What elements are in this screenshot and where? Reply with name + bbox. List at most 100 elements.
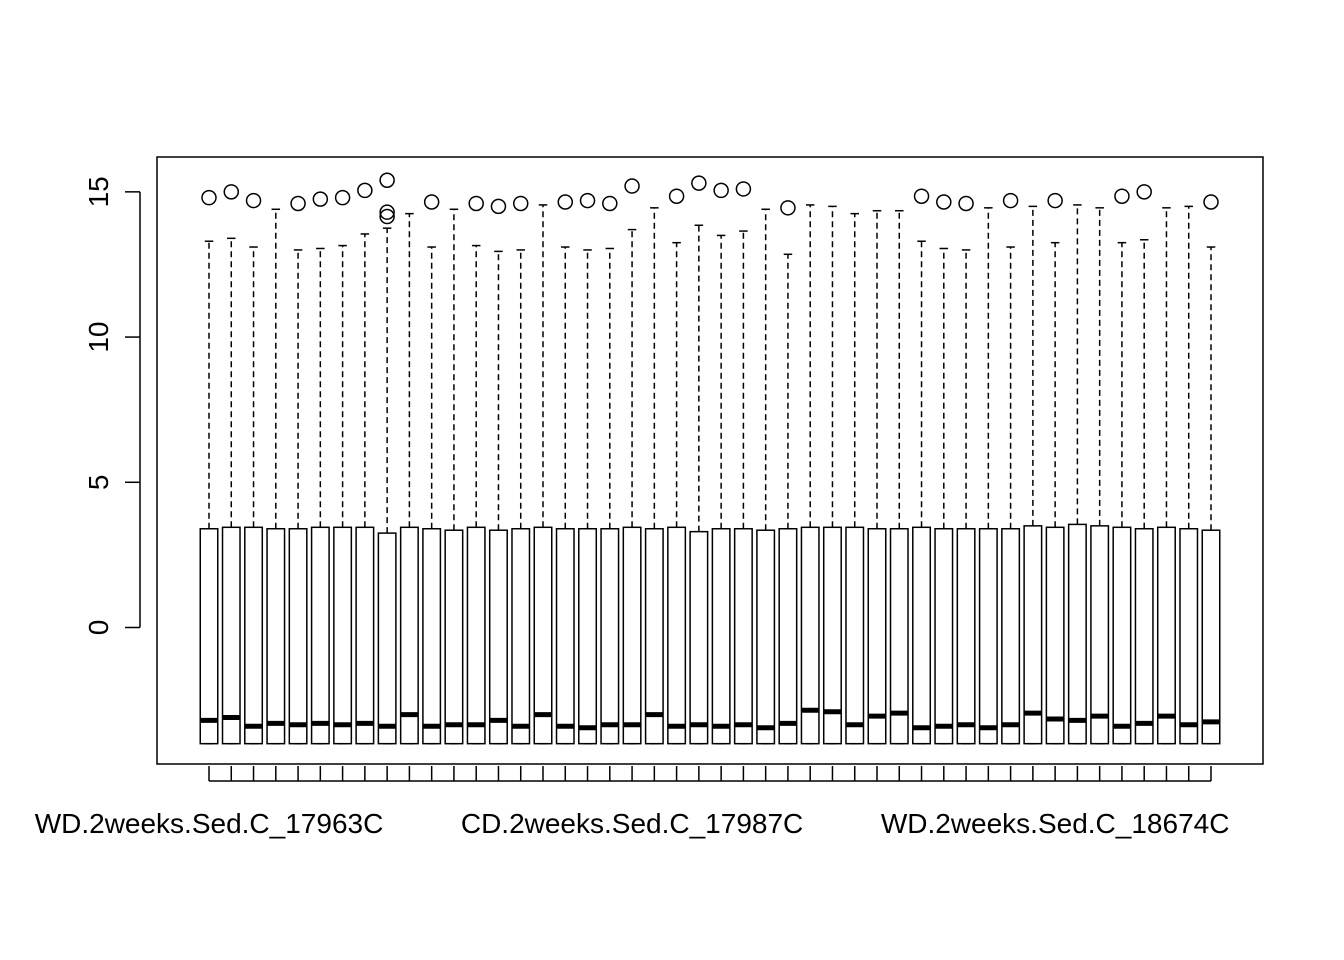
box-6 xyxy=(310,191,330,745)
box-body xyxy=(934,528,954,745)
box-body xyxy=(1067,523,1087,745)
outlier-point xyxy=(490,198,507,215)
outlier-point xyxy=(223,184,240,200)
box-16 xyxy=(533,204,553,745)
box-body xyxy=(466,526,486,745)
box-7 xyxy=(333,189,353,745)
outlier-point xyxy=(936,194,952,210)
box-body xyxy=(377,532,397,745)
box-group xyxy=(199,172,1221,745)
box-body xyxy=(1134,528,1154,745)
box-body xyxy=(978,528,998,745)
box-body xyxy=(399,526,419,745)
box-27 xyxy=(778,200,798,745)
box-body xyxy=(244,526,264,745)
box-14 xyxy=(488,198,508,745)
outlier-point xyxy=(579,192,596,209)
box-body xyxy=(221,526,241,745)
box-body xyxy=(711,528,731,745)
box-29 xyxy=(822,205,842,745)
box-body xyxy=(689,530,709,745)
box-body xyxy=(488,529,508,745)
outlier-point xyxy=(245,192,262,209)
box-body xyxy=(667,526,687,745)
box-31 xyxy=(867,209,887,745)
box-26 xyxy=(756,208,776,745)
box-32 xyxy=(889,209,909,745)
box-body xyxy=(1201,529,1221,745)
box-37 xyxy=(1001,192,1021,745)
outlier-point xyxy=(334,189,351,206)
outlier-point xyxy=(379,172,395,188)
box-17 xyxy=(555,194,575,745)
y-tick-label: 15 xyxy=(83,176,114,207)
box-body xyxy=(444,529,464,745)
outlier-point xyxy=(713,182,729,199)
outlier-point xyxy=(379,204,395,220)
box-12 xyxy=(444,208,464,745)
outlier-point xyxy=(512,195,529,212)
outlier-point xyxy=(357,182,373,199)
box-9 xyxy=(377,172,397,745)
box-4 xyxy=(266,208,286,745)
box-28 xyxy=(800,204,820,745)
box-body xyxy=(1045,526,1065,745)
box-body xyxy=(1156,526,1176,745)
box-body xyxy=(1179,528,1199,745)
x-tick-label: CD.2weeks.Sed.C_17987C xyxy=(461,808,803,839)
outlier-point xyxy=(468,195,484,212)
outlier-point xyxy=(780,200,796,216)
box-body xyxy=(600,528,620,745)
box-body xyxy=(266,528,286,745)
x-tick-label: WD.2weeks.Sed.C_17963C xyxy=(35,808,384,839)
box-body xyxy=(867,528,887,745)
box-42 xyxy=(1112,188,1132,745)
box-3 xyxy=(244,192,264,745)
box-body xyxy=(533,526,553,745)
box-body xyxy=(644,528,664,745)
box-body xyxy=(1001,528,1021,745)
box-body xyxy=(956,528,976,745)
box-34 xyxy=(934,194,954,745)
box-5 xyxy=(288,195,308,745)
box-41 xyxy=(1090,207,1110,745)
outlier-point xyxy=(1136,184,1152,200)
box-body xyxy=(778,528,798,745)
box-body xyxy=(422,528,442,745)
box-body xyxy=(622,526,642,745)
box-body xyxy=(822,526,842,745)
y-tick-label: 0 xyxy=(83,620,114,636)
box-2 xyxy=(221,184,241,745)
outlier-point xyxy=(1203,194,1219,210)
box-11 xyxy=(422,194,442,745)
box-36 xyxy=(978,207,998,745)
x-axis: WD.2weeks.Sed.C_17963C CD.2weeks.Sed.C_17… xyxy=(35,766,1230,839)
outlier-point xyxy=(423,194,440,210)
box-10 xyxy=(399,212,419,745)
box-body xyxy=(800,526,820,745)
box-body xyxy=(555,528,575,745)
box-19 xyxy=(600,195,620,745)
outlier-point xyxy=(1002,192,1019,209)
box-body xyxy=(333,526,353,745)
box-30 xyxy=(845,212,865,745)
box-45 xyxy=(1179,205,1199,745)
box-body xyxy=(889,528,909,745)
x-tick-label: WD.2weeks.Sed.C_18674C xyxy=(881,808,1230,839)
outlier-point xyxy=(958,195,974,212)
box-body xyxy=(310,526,330,745)
box-13 xyxy=(466,195,486,745)
plot-frame xyxy=(156,156,1264,765)
y-tick-label: 5 xyxy=(83,474,114,490)
box-20 xyxy=(622,178,642,745)
box-body xyxy=(912,526,932,745)
box-body xyxy=(1112,526,1132,745)
box-46 xyxy=(1201,194,1221,745)
outlier-point xyxy=(691,175,707,191)
box-body xyxy=(511,528,531,745)
box-38 xyxy=(1023,205,1043,745)
box-44 xyxy=(1156,207,1176,745)
box-39 xyxy=(1045,192,1065,745)
box-23 xyxy=(689,175,709,745)
